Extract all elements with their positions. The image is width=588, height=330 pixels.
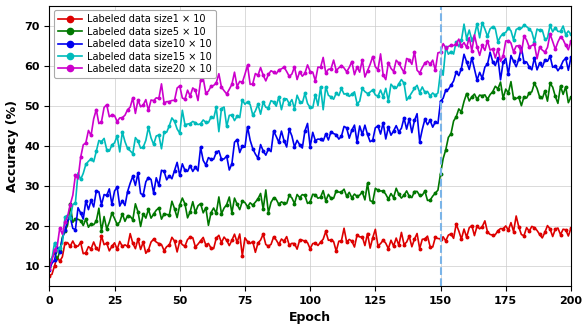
Labeled data size10 × 10 (236, 150, 243, 154)
Labeled data size20 × 10 (567, 39, 574, 43)
Labeled data size5 × 10 (93, 219, 100, 223)
Labeled data size10 × 10 (265, 147, 272, 151)
Labeled data size15 × 10 (567, 32, 574, 36)
Labeled data size15 × 10 (236, 116, 243, 120)
Labeled data size5 × 10 (236, 208, 243, 212)
Labeled data size10 × 10 (328, 130, 335, 134)
Labeled data size15 × 10 (479, 21, 486, 25)
Labeled data size20 × 10 (93, 108, 100, 112)
Labeled data size15 × 10 (48, 257, 55, 261)
Labeled data size10 × 10 (526, 65, 533, 69)
Legend: Labeled data size1 × 10, Labeled data size5 × 10, Labeled data size10 × 10, Labe: Labeled data size1 × 10, Labeled data si… (54, 11, 216, 78)
Labeled data size5 × 10 (567, 95, 574, 99)
Labeled data size5 × 10 (328, 196, 335, 200)
Labeled data size20 × 10 (236, 80, 243, 83)
Labeled data size5 × 10 (526, 91, 533, 95)
Labeled data size15 × 10 (93, 149, 100, 153)
Labeled data size1 × 10 (236, 232, 243, 236)
Line: Labeled data size15 × 10: Labeled data size15 × 10 (48, 21, 572, 261)
Labeled data size5 × 10 (46, 265, 53, 269)
Labeled data size5 × 10 (265, 211, 272, 214)
Labeled data size1 × 10 (93, 247, 100, 250)
Labeled data size20 × 10 (547, 32, 554, 36)
Labeled data size15 × 10 (265, 106, 272, 110)
Y-axis label: Accuracy (%): Accuracy (%) (5, 100, 19, 192)
Labeled data size15 × 10 (526, 27, 533, 31)
Labeled data size20 × 10 (46, 267, 53, 271)
Labeled data size20 × 10 (265, 73, 272, 77)
Labeled data size1 × 10 (48, 272, 55, 276)
Labeled data size1 × 10 (513, 214, 520, 218)
Labeled data size1 × 10 (526, 229, 533, 233)
Labeled data size1 × 10 (265, 244, 272, 248)
Labeled data size10 × 10 (46, 268, 53, 272)
Labeled data size20 × 10 (523, 38, 530, 42)
Labeled data size10 × 10 (567, 55, 574, 59)
Labeled data size10 × 10 (48, 261, 55, 265)
X-axis label: Epoch: Epoch (289, 312, 331, 324)
Labeled data size1 × 10 (46, 274, 53, 278)
Labeled data size15 × 10 (46, 258, 53, 262)
Labeled data size10 × 10 (518, 45, 525, 49)
Line: Labeled data size10 × 10: Labeled data size10 × 10 (48, 46, 572, 271)
Labeled data size20 × 10 (328, 67, 335, 71)
Labeled data size15 × 10 (328, 95, 335, 99)
Labeled data size1 × 10 (328, 238, 335, 242)
Labeled data size20 × 10 (48, 259, 55, 263)
Labeled data size5 × 10 (48, 256, 55, 260)
Labeled data size1 × 10 (567, 226, 574, 230)
Line: Labeled data size5 × 10: Labeled data size5 × 10 (48, 81, 572, 268)
Labeled data size5 × 10 (507, 80, 514, 83)
Line: Labeled data size1 × 10: Labeled data size1 × 10 (48, 215, 572, 277)
Line: Labeled data size20 × 10: Labeled data size20 × 10 (48, 33, 572, 270)
Labeled data size10 × 10 (93, 189, 100, 193)
